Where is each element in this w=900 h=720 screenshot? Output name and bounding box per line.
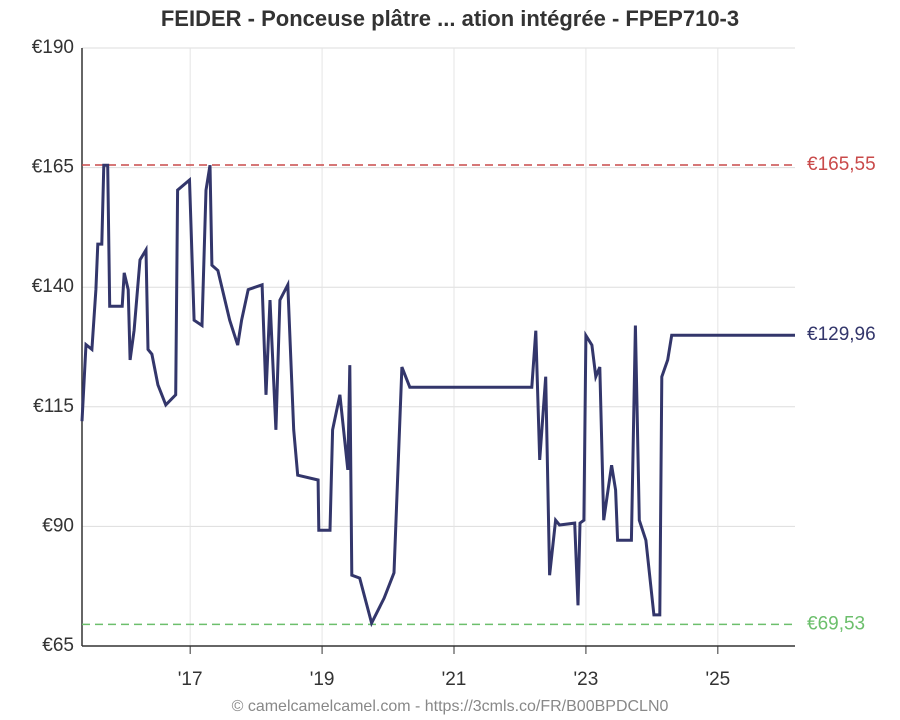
y-tick-label: €115 bbox=[33, 396, 74, 417]
y-tick-label: €65 bbox=[42, 635, 74, 656]
x-tick-label: '23 bbox=[574, 669, 599, 690]
x-tick-label: '19 bbox=[310, 669, 335, 690]
x-tick-label: '25 bbox=[705, 669, 730, 690]
y-tick-label: €165 bbox=[32, 157, 74, 178]
x-tick-label: '17 bbox=[178, 669, 203, 690]
reference-label: €69,53 bbox=[807, 613, 865, 634]
y-tick-label: €90 bbox=[42, 515, 74, 536]
chart-title: FEIDER - Ponceuse plâtre ... ation intég… bbox=[161, 6, 739, 31]
reference-label: €129,96 bbox=[807, 324, 876, 345]
reference-label: €165,55 bbox=[807, 154, 876, 175]
price-line bbox=[80, 163, 795, 628]
y-tick-label: €140 bbox=[32, 276, 74, 297]
x-tick-label: '21 bbox=[442, 669, 467, 690]
y-tick-label: €190 bbox=[32, 37, 74, 58]
footer: © camelcamelcamel.com - https://3cmls.co… bbox=[232, 698, 669, 715]
